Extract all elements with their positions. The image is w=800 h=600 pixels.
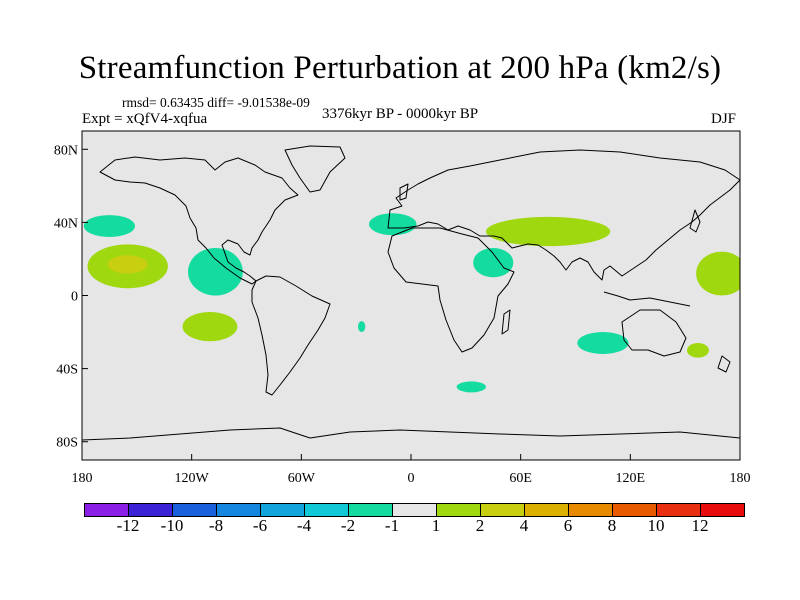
coast-north-america	[99, 156, 299, 285]
central-asia-anomaly	[485, 216, 611, 247]
colorbar-label: -2	[340, 516, 356, 535]
coast-antarctica	[82, 427, 740, 441]
period-label: 3376kyr BP - 0000kyr BP	[322, 106, 479, 122]
colorbar-swatch	[568, 503, 613, 517]
south-australia-anomaly	[686, 343, 709, 358]
coast-south-america	[251, 275, 331, 396]
coast-greenland	[284, 145, 346, 193]
colorbar-label: 2	[475, 516, 485, 535]
latitude-axis: 80N 40N 0 40S 80S	[54, 143, 88, 451]
colorbar-label: 1	[431, 516, 441, 535]
colorbar-swatch	[128, 503, 173, 517]
colorbar-label: 8	[607, 516, 617, 535]
coast-british-isles	[399, 183, 409, 201]
colorbar-swatch	[436, 503, 481, 517]
lon-tick-label: 60W	[288, 471, 316, 486]
middle-east-anomaly	[473, 247, 514, 278]
map-background	[82, 131, 740, 460]
coastlines	[82, 145, 740, 441]
colorbar-swatch	[216, 503, 261, 517]
season-label: DJF	[711, 111, 737, 127]
colorbar-swatch	[348, 503, 393, 517]
north-atlantic-anomaly	[368, 213, 417, 236]
coast-eurasia	[387, 149, 740, 281]
colorbar-label: 10	[647, 516, 665, 535]
southeast-pacific-anomaly	[182, 311, 238, 342]
coast-madagascar	[501, 309, 511, 335]
colorbar-swatch	[172, 503, 217, 517]
coast-maritime-continent	[603, 291, 691, 307]
colorbar-label: 6	[563, 516, 573, 535]
colorbar-label: -12	[116, 516, 140, 535]
colorbar-swatch	[84, 503, 129, 517]
colorbar-label: -1	[384, 516, 400, 535]
coast-australia	[621, 309, 687, 357]
lat-tick-label: 40N	[54, 216, 78, 231]
colorbar-label: -8	[208, 516, 224, 535]
lon-tick-label: 0	[408, 471, 415, 486]
coast-new-zealand	[717, 355, 731, 373]
coast-japan	[689, 209, 701, 233]
colorbar-swatch	[524, 503, 569, 517]
colorbar-label: 12	[691, 516, 709, 535]
south-indian-anomaly	[577, 332, 629, 354]
stats-label: rmsd= 0.63435 diff= -9.01538e-09	[122, 95, 310, 110]
southern-ocean-anomaly	[456, 381, 486, 393]
central-pacific-core	[107, 255, 148, 274]
lat-tick-label: 80N	[54, 143, 78, 158]
central-america-anomaly	[188, 247, 243, 296]
colorbar-swatch	[260, 503, 305, 517]
experiment-label: Expt = xQfV4-xqfua	[82, 111, 208, 127]
lon-tick-label: 180	[730, 471, 751, 486]
west-pacific-anomaly	[696, 251, 740, 296]
lon-tick-label: 120W	[175, 471, 210, 486]
north-pacific-west-anomaly	[83, 215, 136, 238]
lon-tick-label: 60E	[509, 471, 532, 486]
colorbar-swatch	[700, 503, 745, 517]
lon-tick-label: 120E	[616, 471, 646, 486]
colorbar-swatch	[480, 503, 525, 517]
colorbar-label: -6	[252, 516, 268, 535]
lat-tick-label: 80S	[56, 436, 78, 451]
colorbar-label: 4	[519, 516, 529, 535]
lat-tick-label: 0	[71, 290, 78, 305]
colorbar-swatch	[392, 503, 437, 517]
colorbar-label: -4	[296, 516, 312, 535]
page-title: Streamfunction Perturbation at 200 hPa (…	[78, 50, 722, 86]
lat-tick-label: 40S	[56, 363, 78, 378]
colorbar-swatch	[612, 503, 657, 517]
colorbar-swatch	[656, 503, 701, 517]
coast-africa	[387, 227, 515, 353]
anomaly-regions	[83, 213, 740, 393]
colorbar-swatch	[304, 503, 349, 517]
lon-tick-label: 180	[72, 471, 93, 486]
colorbar-label: -10	[160, 516, 184, 535]
colorbar	[84, 503, 745, 517]
longitude-axis: 180 120W 60W 0 60E 120E 180	[72, 454, 751, 486]
south-atlantic-anomaly	[357, 321, 366, 333]
